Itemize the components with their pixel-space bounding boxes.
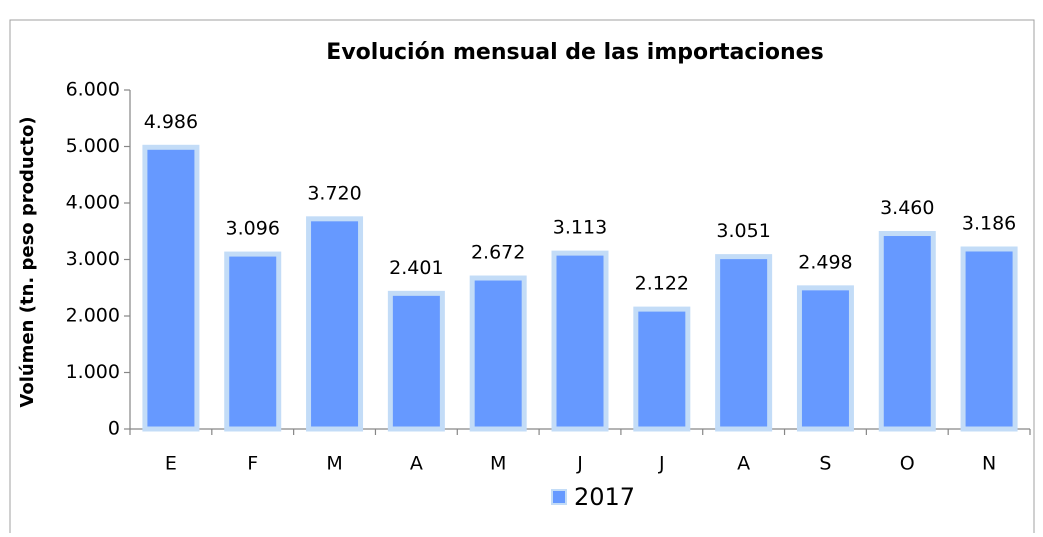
- value-label: 3.113: [553, 217, 607, 239]
- y-tick-label: 0: [108, 418, 120, 440]
- y-tick-label: 4.000: [66, 192, 120, 214]
- legend-swatch: [551, 489, 567, 505]
- bar: [796, 285, 854, 432]
- bar: [878, 231, 936, 432]
- bar: [960, 246, 1018, 432]
- y-tick-label: 5.000: [66, 135, 120, 157]
- value-label: 2.498: [798, 251, 852, 273]
- x-tick-label: M: [326, 453, 342, 475]
- y-tick-label: 6.000: [66, 79, 120, 101]
- x-tick-label: J: [658, 453, 665, 475]
- value-label: 3.096: [226, 218, 280, 240]
- x-tick-label: A: [737, 453, 750, 475]
- y-tick-label: 1.000: [66, 361, 120, 383]
- y-tick-label: 3.000: [66, 248, 120, 270]
- value-label: 3.186: [962, 212, 1016, 234]
- x-tick-label: J: [576, 453, 583, 475]
- value-label: 4.986: [144, 111, 198, 133]
- bar: [551, 250, 609, 432]
- value-label: 3.460: [880, 197, 934, 219]
- x-tick-label: M: [490, 453, 506, 475]
- x-tick-label: A: [410, 453, 423, 475]
- x-tick-label: S: [819, 453, 831, 475]
- bar: [387, 290, 445, 432]
- value-label: 2.122: [635, 273, 689, 295]
- bar: [224, 251, 282, 432]
- x-tick-label: E: [165, 453, 177, 475]
- y-axis-label: Volúmen (tn. peso producto): [17, 116, 38, 407]
- value-label: 3.720: [307, 182, 361, 204]
- bar: [715, 254, 773, 432]
- bar: [142, 144, 200, 432]
- x-tick-label: F: [247, 453, 258, 475]
- bar: [306, 216, 364, 432]
- bar: [469, 275, 527, 432]
- chart-title: Evolución mensual de las importaciones: [326, 40, 823, 65]
- bar: [633, 306, 691, 432]
- value-label: 3.051: [716, 220, 770, 242]
- value-label: 2.672: [471, 242, 525, 264]
- legend-label: 2017: [574, 483, 635, 511]
- x-tick-label: N: [982, 453, 996, 475]
- value-label: 2.401: [389, 257, 443, 279]
- y-tick-label: 2.000: [66, 305, 120, 327]
- x-tick-label: O: [900, 453, 915, 475]
